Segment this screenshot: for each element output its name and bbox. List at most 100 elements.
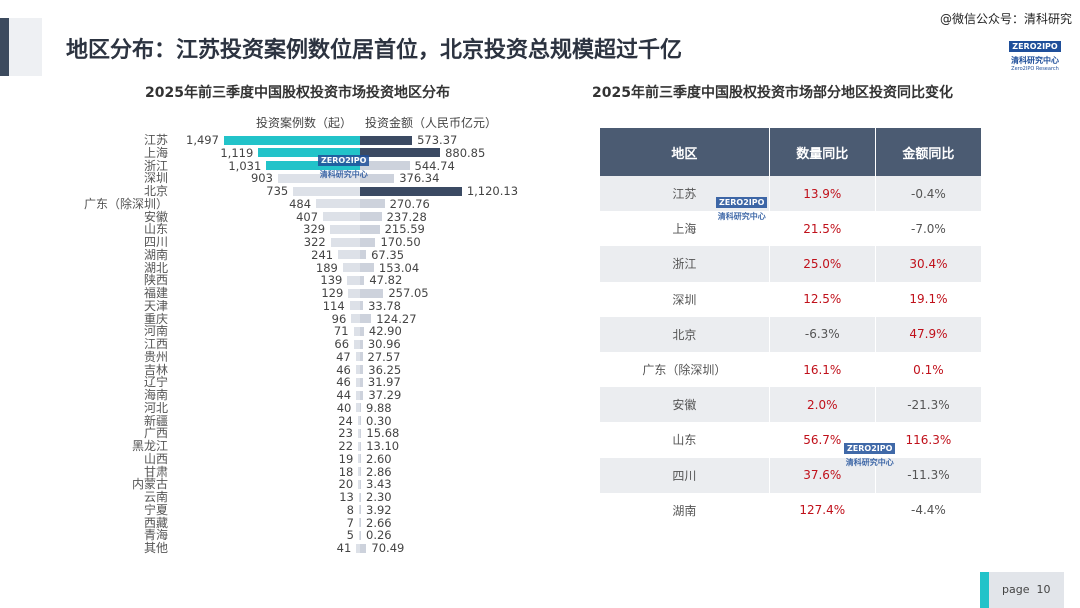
watermark: @微信公众号：清科研究 <box>939 12 1072 26</box>
amount-bar <box>360 492 361 502</box>
category-label: 福建 <box>143 286 168 300</box>
table-row: 浙江 25.0% 30.4% <box>600 246 983 282</box>
cell-amount-yoy: 30.4% <box>875 246 983 282</box>
amount-bar <box>360 454 361 464</box>
cell-count-yoy: 127.4% <box>769 492 876 528</box>
amount-bar <box>360 377 363 387</box>
col-header-amount-yoy: 金额同比 <box>875 128 983 176</box>
cell-amount-yoy: -4.4% <box>875 492 983 528</box>
category-label: 陕西 <box>143 273 168 288</box>
amount-bar <box>360 467 361 476</box>
category-label: 广东（除深圳） <box>83 196 168 211</box>
table-title: 2025年前三季度中国股权投资市场部分地区投资同比变化 <box>592 85 953 101</box>
amount-bar <box>360 505 361 515</box>
table-row: 广东（除深圳） 16.1% 0.1% <box>600 351 983 388</box>
count-bar <box>351 314 360 323</box>
watermark-logo: ZERO2IPO 清科研究中心 <box>844 436 896 468</box>
category-label: 青海 <box>143 528 168 543</box>
header-accent-block <box>9 18 42 76</box>
amount-label: 47.82 <box>369 273 403 288</box>
amount-label: 42.90 <box>368 324 402 339</box>
amount-bar <box>360 339 363 349</box>
category-label: 天津 <box>143 298 168 313</box>
category-label: 宁夏 <box>143 502 168 517</box>
cell-amount-yoy: -21.3% <box>875 387 983 423</box>
amount-label: 2.30 <box>366 490 392 504</box>
category-label: 湖南 <box>143 247 168 262</box>
header-accent-bar <box>0 18 9 76</box>
count-bar <box>293 186 360 196</box>
count-label: 241 <box>311 247 334 262</box>
watermark-brand: ZERO2IPO <box>716 197 768 208</box>
amount-label: 376.34 <box>399 171 440 186</box>
count-bar <box>357 428 360 438</box>
count-bar <box>358 479 360 489</box>
amount-label: 15.68 <box>366 426 400 441</box>
count-label: 46 <box>336 362 351 377</box>
count-bar <box>266 161 360 170</box>
amount-label: 215.59 <box>384 222 425 237</box>
amount-bar <box>360 250 367 260</box>
count-label: 189 <box>315 260 338 275</box>
count-bar <box>277 173 360 183</box>
cell-region: 广东（除深圳） <box>600 351 770 388</box>
count-label: 1,497 <box>186 133 219 147</box>
count-bar <box>223 135 360 145</box>
count-bar <box>356 543 360 553</box>
count-label: 18 <box>338 464 354 479</box>
count-bar <box>355 352 360 362</box>
table-row: 江苏 13.9% -0.4% <box>600 176 983 212</box>
page-label: page <box>1002 583 1030 596</box>
count-label: 139 <box>320 273 343 288</box>
cell-count-yoy: 2.0% <box>769 387 876 423</box>
table-row: 湖南 127.4% -4.4% <box>600 492 983 528</box>
cell-region: 四川 <box>600 457 770 493</box>
amount-bar <box>360 416 361 425</box>
count-label: 40 <box>336 400 352 415</box>
count-bar <box>359 518 360 527</box>
count-bar <box>338 250 360 260</box>
category-label: 河北 <box>143 400 168 415</box>
logo-brand: ZERO2IPO <box>1009 41 1061 52</box>
watermark-brand: ZERO2IPO <box>844 443 896 454</box>
amount-label: 3.43 <box>366 477 392 492</box>
amount-bar <box>360 543 367 553</box>
category-label: 海南 <box>143 388 168 402</box>
category-label: 江苏 <box>143 133 168 147</box>
cell-count-yoy: 21.5% <box>769 211 876 247</box>
watermark-logo: ZERO2IPO 清科研究中心 <box>318 148 370 180</box>
yoy-table: 地区 数量同比 金额同比 江苏 13.9% -0.4% 上海 21.5% -7.0% 浙江 2… <box>600 128 983 528</box>
cell-region: 上海 <box>600 211 770 247</box>
zero2ipo-logo: ZERO2IPO 清科研究中心 Zero2IPO Research <box>1004 34 1066 72</box>
amount-label: 31.97 <box>367 375 401 390</box>
amount-label: 36.25 <box>368 362 402 377</box>
amount-label: 2.86 <box>366 464 392 479</box>
amount-bar <box>360 403 361 413</box>
amount-label: 70.49 <box>371 541 405 555</box>
table-row: 上海 21.5% -7.0% <box>600 211 983 247</box>
count-bar <box>349 301 360 311</box>
category-label: 深圳 <box>143 171 168 186</box>
amount-label: 880.85 <box>445 145 486 160</box>
amount-bar <box>360 326 364 336</box>
count-label: 71 <box>333 324 349 339</box>
count-bar <box>353 326 360 336</box>
category-label: 其他 <box>143 541 168 555</box>
amount-label: 270.76 <box>389 196 430 211</box>
count-label: 24 <box>338 413 353 428</box>
watermark-cn: 清科研究中心 <box>319 170 368 179</box>
count-bar <box>358 441 360 451</box>
count-bar <box>356 403 360 413</box>
table-row: 山东 56.7% 116.3% <box>600 422 983 458</box>
category-label: 吉林 <box>143 362 168 377</box>
count-bar <box>358 467 360 476</box>
count-label: 22 <box>338 439 354 453</box>
count-label: 96 <box>331 311 347 326</box>
count-label: 7 <box>346 515 354 530</box>
count-label: 44 <box>336 388 352 402</box>
amount-bar <box>360 173 395 183</box>
table-row: 四川 37.6% -11.3% <box>600 457 983 493</box>
cell-count-yoy: 12.5% <box>769 281 876 317</box>
page-number-value: 10 <box>1036 583 1051 596</box>
count-bar <box>358 492 360 502</box>
